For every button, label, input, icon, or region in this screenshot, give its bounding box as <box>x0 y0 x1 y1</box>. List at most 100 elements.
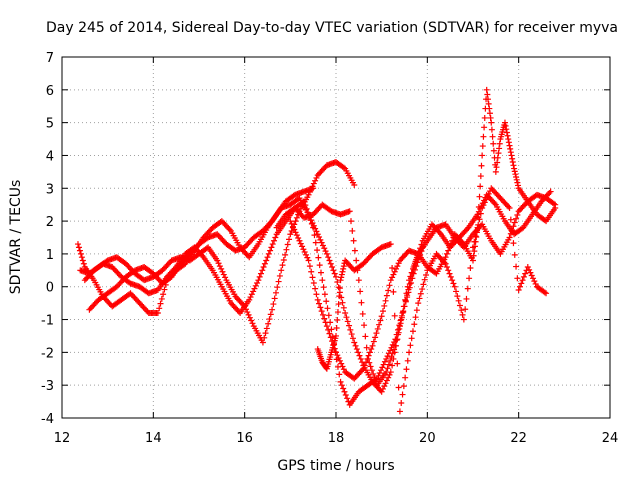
data-point-marker <box>257 270 264 277</box>
data-point-marker <box>385 287 392 294</box>
data-point-marker <box>218 265 225 272</box>
data-point-marker <box>392 342 399 349</box>
data-point-marker <box>161 286 168 293</box>
data-point-marker <box>302 251 309 258</box>
data-point-marker <box>312 239 319 246</box>
data-point-marker <box>516 283 523 290</box>
data-point-marker <box>293 214 300 221</box>
data-point-marker <box>547 188 554 195</box>
data-point-marker <box>381 302 388 309</box>
data-point-marker <box>269 306 276 313</box>
data-point-marker <box>363 344 370 351</box>
data-point-marker <box>321 245 328 252</box>
data-point-marker <box>305 191 312 198</box>
data-point-marker <box>509 155 516 162</box>
data-point-marker <box>351 247 358 254</box>
data-point-marker <box>78 254 85 261</box>
data-point-marker <box>385 361 392 368</box>
data-point-marker <box>411 321 418 328</box>
data-point-marker <box>360 365 367 372</box>
data-point-marker <box>474 224 481 231</box>
data-point-marker <box>251 285 258 292</box>
data-point-marker <box>513 215 520 222</box>
data-point-marker <box>215 260 222 267</box>
data-point-marker <box>506 234 513 241</box>
data-point-marker <box>366 359 373 366</box>
data-point-marker <box>384 365 391 372</box>
data-point-marker <box>274 284 281 291</box>
data-point-marker <box>541 289 548 296</box>
data-point-marker <box>494 154 501 161</box>
data-point-marker <box>504 132 511 139</box>
data-point-marker <box>479 143 486 150</box>
data-point-marker <box>506 204 513 211</box>
data-point-marker <box>409 328 416 335</box>
data-point-marker <box>256 273 263 280</box>
data-point-marker <box>318 239 325 246</box>
data-point-marker <box>333 324 340 331</box>
data-point-marker <box>506 142 513 149</box>
data-point-marker <box>308 186 315 193</box>
data-point-marker <box>376 369 383 376</box>
data-point-marker <box>496 140 503 147</box>
data-point-marker <box>507 145 514 152</box>
data-point-marker <box>401 303 408 310</box>
data-point-marker <box>381 358 388 365</box>
data-point-marker <box>357 355 364 362</box>
data-point-marker <box>336 371 343 378</box>
y-tick-label: -2 <box>41 346 54 361</box>
data-point-marker <box>415 300 422 307</box>
data-point-marker <box>333 332 339 339</box>
data-point-marker <box>216 263 223 270</box>
data-point-marker <box>396 325 403 332</box>
data-point-marker <box>368 367 375 374</box>
data-point-marker <box>510 162 517 169</box>
data-point-marker <box>254 279 261 286</box>
data-point-marker <box>77 250 84 257</box>
data-point-marker <box>259 267 266 274</box>
data-point-marker <box>309 219 316 226</box>
y-tick-label: 1 <box>46 248 54 263</box>
data-point-marker <box>261 334 268 341</box>
data-point-marker <box>319 242 326 249</box>
y-tick-label: 7 <box>46 51 54 66</box>
data-point-marker <box>467 264 474 271</box>
data-point-marker <box>513 176 520 183</box>
data-point-marker <box>383 369 390 376</box>
data-point-marker <box>326 257 333 264</box>
data-point-marker <box>340 385 347 392</box>
data-point-marker <box>552 204 559 211</box>
data-point-marker <box>306 189 313 196</box>
data-point-marker <box>364 355 371 362</box>
data-point-marker <box>373 330 380 337</box>
data-point-marker <box>339 268 346 275</box>
data-point-marker <box>220 271 227 278</box>
data-point-marker <box>476 216 483 223</box>
data-point-marker <box>518 280 525 287</box>
data-point-marker <box>526 266 533 273</box>
data-point-marker <box>284 241 291 248</box>
data-point-marker <box>495 150 502 157</box>
data-point-marker <box>381 383 388 390</box>
data-point-marker <box>550 200 557 207</box>
data-point-marker <box>354 267 361 274</box>
data-point-marker <box>512 171 519 178</box>
data-point-marker <box>271 295 278 302</box>
y-tick-label: 6 <box>46 84 54 99</box>
y-tick-label: 2 <box>46 215 54 230</box>
data-point-marker <box>203 245 210 252</box>
data-point-marker <box>399 391 406 398</box>
data-point-marker <box>312 285 319 292</box>
data-point-marker <box>395 260 402 267</box>
data-point-marker <box>157 300 164 307</box>
data-point-marker <box>265 250 272 257</box>
data-point-marker <box>442 254 449 261</box>
data-point-marker <box>394 360 401 367</box>
data-point-marker <box>418 241 425 248</box>
data-point-marker <box>275 278 282 285</box>
data-point-marker <box>412 314 419 321</box>
data-point-marker <box>75 244 82 251</box>
data-point-marker <box>365 352 372 359</box>
data-point-marker <box>410 264 417 271</box>
data-point-marker <box>287 231 294 238</box>
